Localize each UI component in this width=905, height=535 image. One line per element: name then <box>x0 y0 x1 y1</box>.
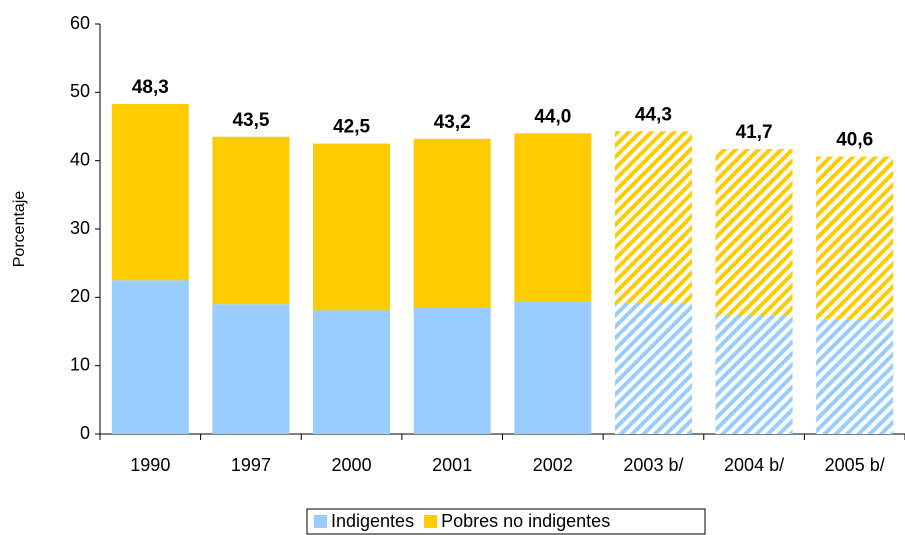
bar-segment <box>313 143 391 311</box>
bar-segment <box>715 149 793 316</box>
bar-segment <box>614 302 692 434</box>
bar-segment <box>715 315 793 434</box>
y-tick-label: 50 <box>70 81 90 101</box>
x-tick-label: 2002 <box>533 455 573 475</box>
total-label: 40,6 <box>836 130 873 151</box>
x-tick-label: 1997 <box>231 455 271 475</box>
total-label: 43,5 <box>232 110 269 131</box>
legend: Indigentes Pobres no indigentes <box>306 508 706 535</box>
total-label: 44,0 <box>534 106 571 127</box>
y-tick-label: 20 <box>70 286 90 306</box>
bar-segment <box>413 138 491 308</box>
bar-segment <box>212 136 290 305</box>
y-tick-label: 30 <box>70 218 90 238</box>
total-label: 41,7 <box>736 122 773 143</box>
x-tick-label: 2005 b/ <box>825 455 885 475</box>
bar-segment <box>212 304 290 434</box>
bar-segment <box>413 307 491 434</box>
bar-segment <box>514 133 592 302</box>
total-label: 44,3 <box>635 104 672 125</box>
bar-segment <box>816 156 894 320</box>
x-tick-label: 1990 <box>130 455 170 475</box>
x-tick-label: 2003 b/ <box>623 455 683 475</box>
total-label: 48,3 <box>132 77 169 98</box>
y-tick-label: 60 <box>70 13 90 33</box>
bar-segment <box>816 319 894 434</box>
legend-label: Pobres no indigentes <box>441 511 610 531</box>
legend-label: Indigentes <box>331 511 414 531</box>
bar-segment <box>111 280 189 434</box>
y-tick-label: 10 <box>70 354 90 374</box>
y-axis-label: Porcentaje <box>11 191 28 268</box>
total-label: 42,5 <box>333 117 370 138</box>
total-label: 43,2 <box>434 112 471 133</box>
legend-swatch <box>314 515 327 528</box>
bar-segment <box>514 301 592 434</box>
legend-swatch <box>424 515 438 528</box>
x-tick-label: 2001 <box>432 455 472 475</box>
bar-segment <box>614 131 692 303</box>
bar-segment <box>313 310 391 434</box>
y-tick-label: 40 <box>70 149 90 169</box>
x-tick-label: 2004 b/ <box>724 455 784 475</box>
legend-box <box>306 508 706 535</box>
x-tick-label: 2000 <box>332 455 372 475</box>
y-tick-label: 0 <box>80 423 90 443</box>
bar-segment <box>111 103 189 281</box>
